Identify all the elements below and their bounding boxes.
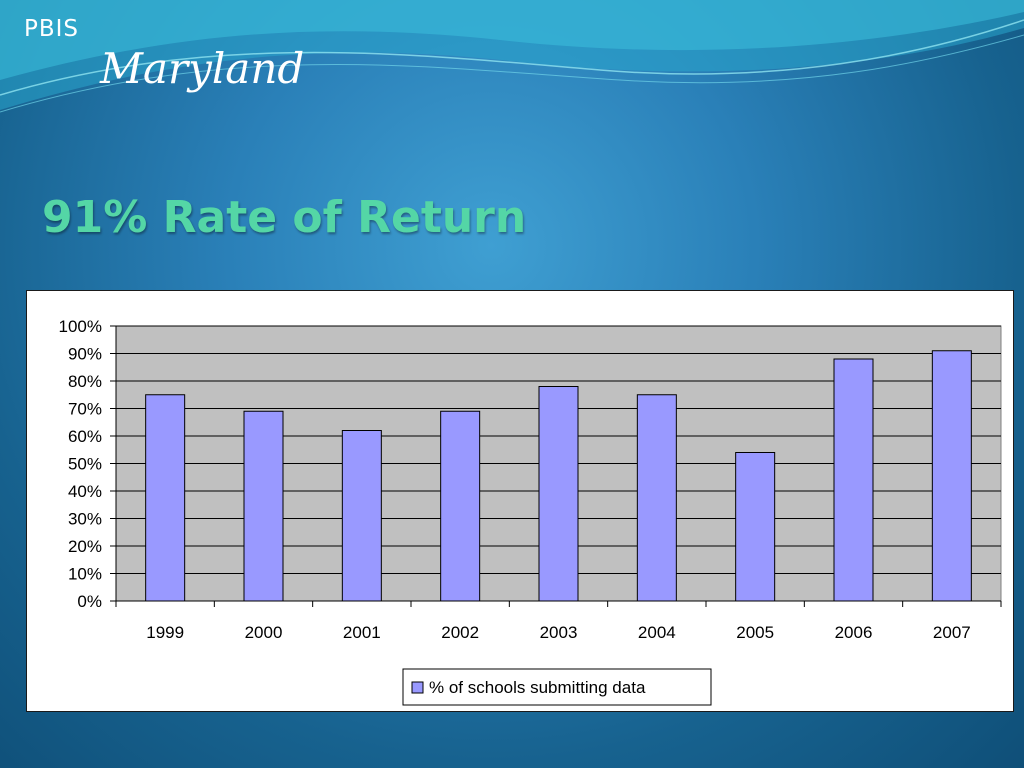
x-tick-label: 2004 — [638, 623, 676, 642]
legend-label: % of schools submitting data — [429, 678, 646, 697]
bar-2002 — [440, 410, 481, 602]
x-tick-label: 2005 — [736, 623, 774, 642]
y-tick-label: 0% — [77, 592, 102, 611]
x-tick-label: 2001 — [343, 623, 381, 642]
legend-box — [402, 668, 712, 706]
x-tick-label: 2003 — [540, 623, 578, 642]
chart-frame: 0% 10% 20% 30% 40% 50% 60% 70% 80% 90% 100% 1999 200… — [26, 290, 1014, 712]
y-tick-label: 40% — [68, 482, 102, 501]
y-tick-label: 60% — [68, 427, 102, 446]
y-tick-label: 20% — [68, 537, 102, 556]
bar-2000 — [243, 410, 284, 602]
slide-title: 91% Rate of Return — [42, 192, 527, 243]
bar-2003 — [538, 386, 579, 602]
bar-2005 — [735, 452, 776, 602]
x-tick-label: 2007 — [933, 623, 971, 642]
bar-2006 — [833, 358, 874, 602]
bar-2007 — [931, 350, 972, 602]
y-tick-label: 90% — [68, 345, 102, 364]
bar-chart: 0% 10% 20% 30% 40% 50% 60% 70% 80% 90% 100% 1999 200… — [59, 317, 1002, 706]
y-tick-label: 30% — [68, 510, 102, 529]
x-tick-label: 2002 — [441, 623, 479, 642]
y-tick-label: 70% — [68, 400, 102, 419]
x-tick-label: 1999 — [146, 623, 184, 642]
y-tick-label: 100% — [59, 317, 102, 336]
legend-swatch — [411, 681, 424, 694]
bar-2001 — [341, 430, 382, 602]
brand-pbis: PBIS — [24, 16, 80, 42]
header-wave-decoration — [0, 0, 1024, 113]
bar-2004 — [636, 394, 677, 602]
y-tick-label: 80% — [68, 372, 102, 391]
bar-1999 — [145, 394, 186, 602]
x-tick-label: 2000 — [245, 623, 283, 642]
brand-maryland: Maryland — [100, 44, 305, 93]
y-tick-label: 10% — [68, 565, 102, 584]
y-tick-label: 50% — [68, 455, 102, 474]
x-tick-label: 2006 — [835, 623, 873, 642]
